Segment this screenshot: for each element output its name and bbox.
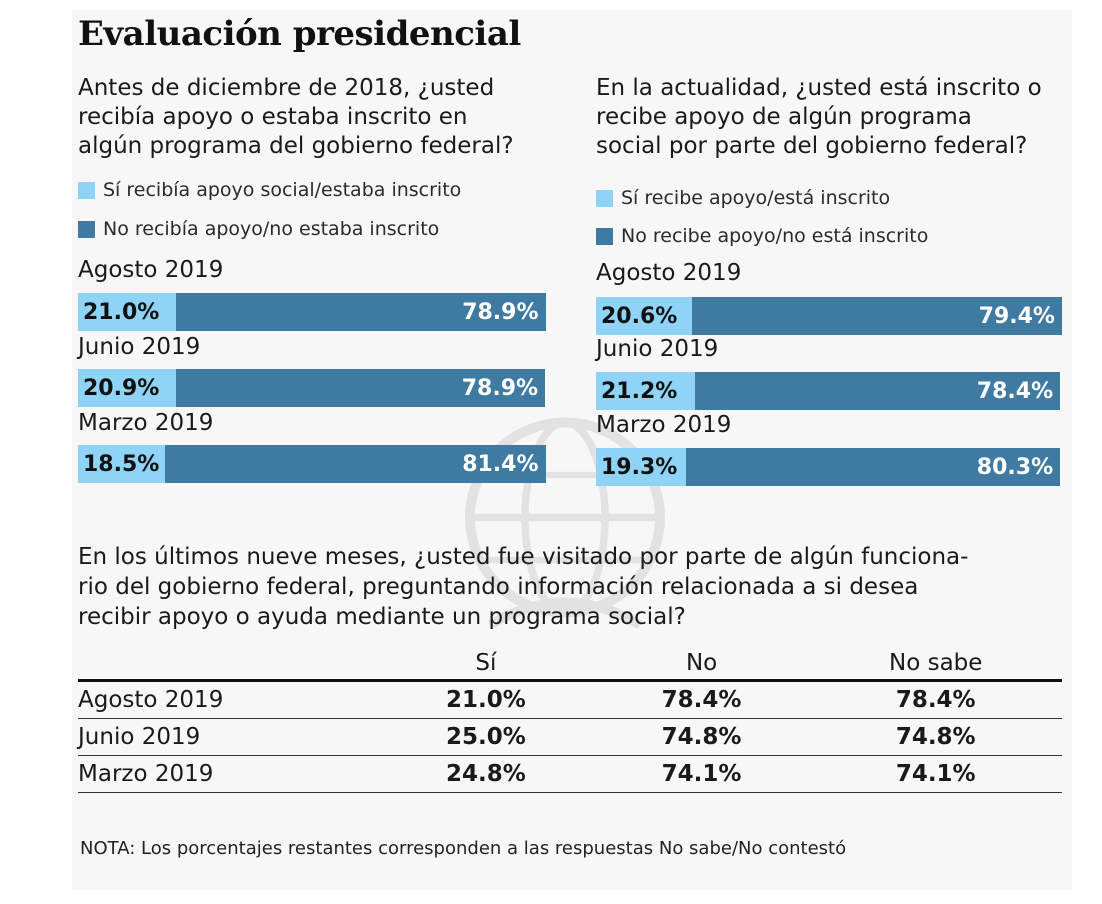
bar-segment-si: 20.9% bbox=[78, 369, 176, 407]
bar-segment-remainder bbox=[1060, 372, 1062, 410]
legend-item-no: No recibe apoyo/no está inscrito bbox=[596, 223, 928, 249]
legend-label: Sí recibe apoyo/está inscrito bbox=[621, 187, 891, 209]
bar-category-label: Agosto 2019 bbox=[78, 257, 224, 283]
bar-segment-no: 78.9% bbox=[175, 369, 546, 407]
legend-swatch-si bbox=[596, 189, 613, 207]
cell-si: 24.8% bbox=[378, 755, 594, 793]
bar-category-label: Junio 2019 bbox=[78, 334, 201, 360]
bar-segment-si: 21.0% bbox=[78, 293, 177, 331]
legend-label: Sí recibía apoyo social/estaba inscrito bbox=[103, 179, 462, 201]
question-line: Antes de diciembre de 2018, ¿usted bbox=[78, 75, 495, 101]
visits-table: Sí No No sabe Agosto 2019 21.0% 78.4% 78… bbox=[78, 646, 1062, 793]
question-line: algún programa del gobierno federal? bbox=[78, 133, 514, 159]
bar-segment-si: 18.5% bbox=[78, 445, 165, 483]
stacked-bar: 21.0% 78.9% bbox=[78, 293, 546, 331]
legend-label: No recibe apoyo/no está inscrito bbox=[621, 225, 929, 247]
question-line: recibir apoyo o ayuda mediante un progra… bbox=[78, 604, 686, 630]
row-label: Agosto 2019 bbox=[78, 680, 378, 719]
bar-segment-no: 79.4% bbox=[691, 297, 1062, 335]
bar-segment-no: 81.4% bbox=[164, 445, 546, 483]
table-row: Agosto 2019 21.0% 78.4% 78.4% bbox=[78, 680, 1062, 719]
legend-swatch-no bbox=[596, 227, 613, 245]
stacked-bar: 20.6% 79.4% bbox=[596, 297, 1062, 335]
cell-no-sabe: 78.4% bbox=[809, 680, 1062, 719]
bar-category-label: Marzo 2019 bbox=[596, 412, 732, 438]
bar-segment-remainder bbox=[1060, 448, 1062, 486]
cell-si: 21.0% bbox=[378, 680, 594, 719]
table-row: Marzo 2019 24.8% 74.1% 74.1% bbox=[78, 755, 1062, 793]
bar-segment-si: 20.6% bbox=[596, 297, 692, 335]
stacked-bar: 20.9% 78.9% bbox=[78, 369, 546, 407]
cell-no: 74.1% bbox=[593, 755, 810, 793]
legend-label: No recibía apoyo/no estaba inscrito bbox=[103, 218, 440, 240]
bar-segment-no: 78.4% bbox=[694, 372, 1061, 410]
question-line: En la actualidad, ¿usted está inscrito o bbox=[596, 75, 1042, 101]
bar-segment-no: 80.3% bbox=[685, 448, 1061, 486]
bar-segment-remainder bbox=[545, 369, 546, 407]
column-header-si: Sí bbox=[378, 646, 594, 682]
cell-no-sabe: 74.1% bbox=[809, 755, 1062, 793]
legend-item-no: No recibía apoyo/no estaba inscrito bbox=[78, 216, 439, 242]
table-row: Junio 2019 25.0% 74.8% 74.8% bbox=[78, 718, 1062, 756]
cell-no: 74.8% bbox=[593, 718, 810, 756]
bar-segment-si: 21.2% bbox=[596, 372, 695, 410]
table-header-row: Sí No No sabe bbox=[78, 646, 1062, 682]
row-label: Marzo 2019 bbox=[78, 755, 378, 793]
question-line: En los últimos nueve meses, ¿usted fue v… bbox=[78, 544, 969, 570]
stacked-bar: 18.5% 81.4% bbox=[78, 445, 546, 483]
bar-category-label: Agosto 2019 bbox=[596, 260, 742, 286]
column-header-no: No bbox=[593, 646, 810, 682]
cell-no: 78.4% bbox=[593, 680, 810, 719]
question-line: rio del gobierno federal, preguntando in… bbox=[78, 574, 919, 600]
bar-category-label: Junio 2019 bbox=[596, 336, 719, 362]
column-header-no-sabe: No sabe bbox=[809, 646, 1062, 682]
page-title: Evaluación presidencial bbox=[78, 14, 521, 54]
legend-item-si: Sí recibía apoyo social/estaba inscrito bbox=[78, 177, 461, 203]
legend-swatch-no bbox=[78, 220, 95, 238]
stacked-bar: 21.2% 78.4% bbox=[596, 372, 1062, 410]
right-question: En la actualidad, ¿usted está inscrito o… bbox=[596, 74, 1076, 161]
legend-swatch-si bbox=[78, 181, 95, 199]
row-label: Junio 2019 bbox=[78, 718, 378, 756]
table-question: En los últimos nueve meses, ¿usted fue v… bbox=[78, 542, 1068, 632]
left-question: Antes de diciembre de 2018, ¿usted recib… bbox=[78, 74, 558, 161]
question-line: recibía apoyo o estaba inscrito en bbox=[78, 104, 468, 130]
question-line: social por parte del gobierno federal? bbox=[596, 133, 1028, 159]
cell-no-sabe: 74.8% bbox=[809, 718, 1062, 756]
legend-item-si: Sí recibe apoyo/está inscrito bbox=[596, 185, 890, 211]
globe-logo-watermark bbox=[465, 417, 665, 630]
question-line: recibe apoyo de algún programa bbox=[596, 104, 972, 130]
bar-segment-no: 78.9% bbox=[176, 293, 546, 331]
bar-segment-si: 19.3% bbox=[596, 448, 686, 486]
table-header-empty bbox=[78, 646, 378, 682]
cell-si: 25.0% bbox=[378, 718, 594, 756]
bar-category-label: Marzo 2019 bbox=[78, 410, 214, 436]
stacked-bar: 19.3% 80.3% bbox=[596, 448, 1062, 486]
footnote: NOTA: Los porcentajes restantes correspo… bbox=[80, 838, 847, 859]
